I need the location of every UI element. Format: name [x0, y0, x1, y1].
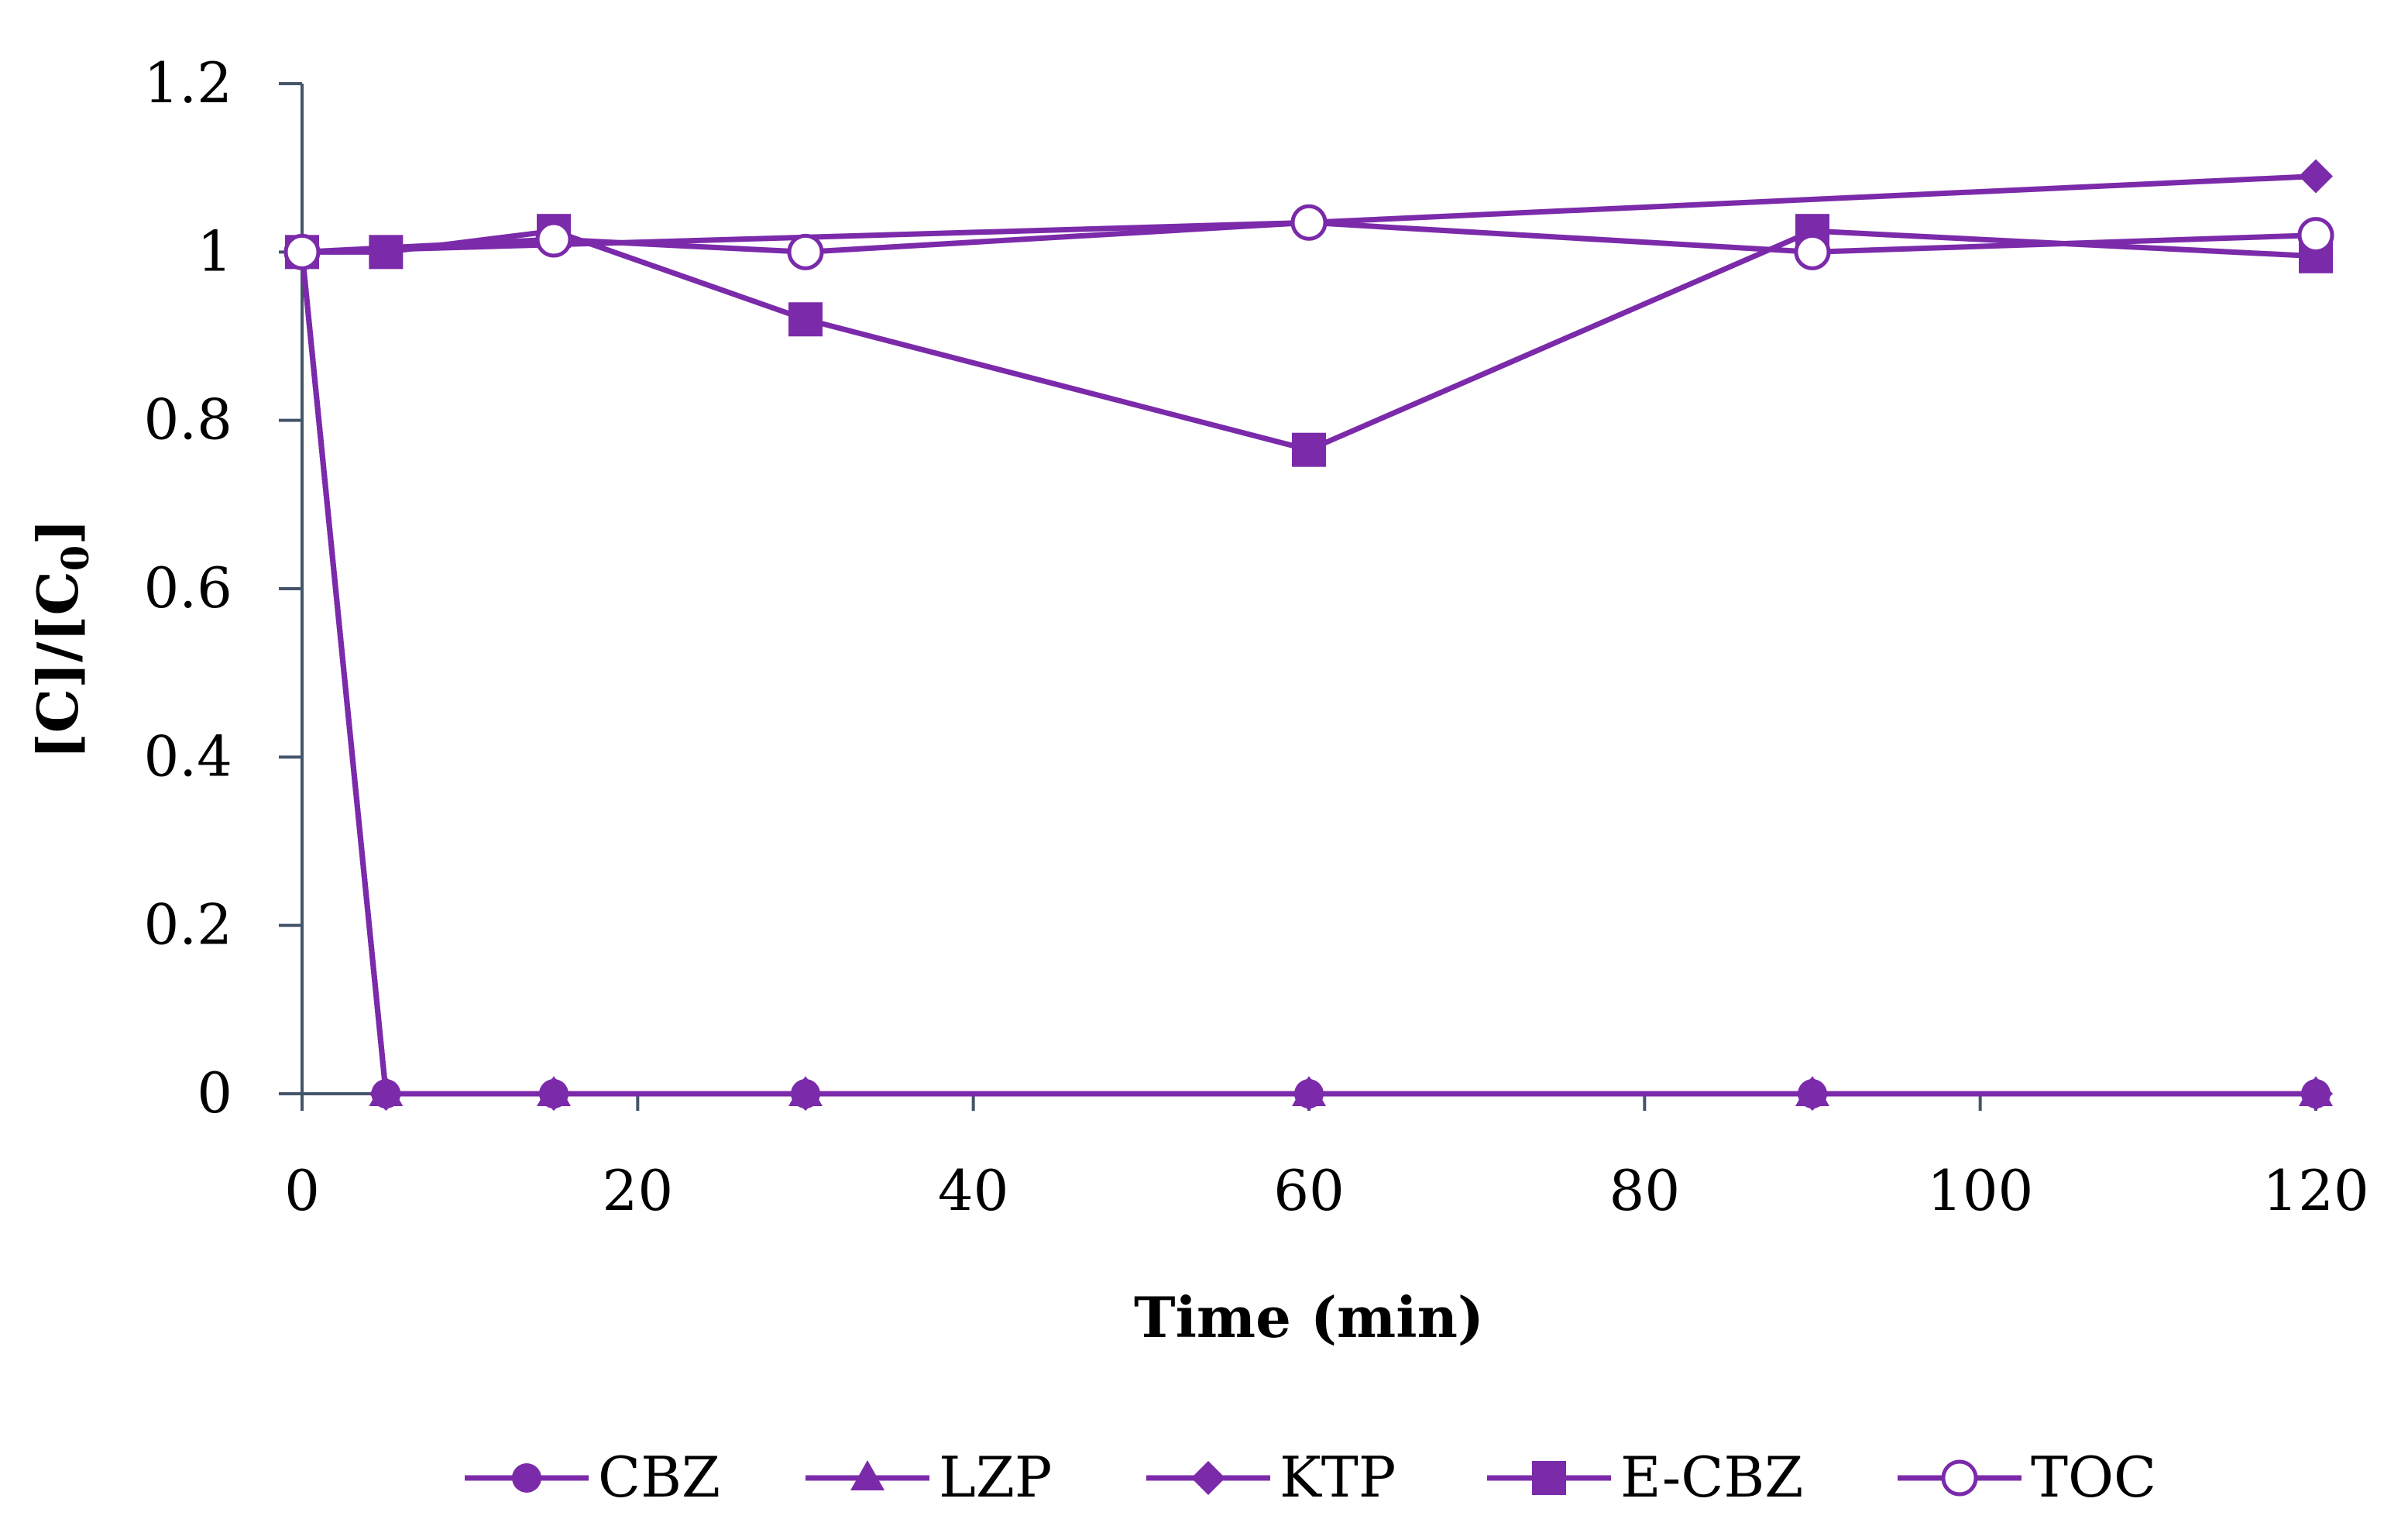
y-tick-label: 1.2 — [143, 50, 232, 115]
series-line-lzp — [299, 251, 2316, 1097]
y-axis-title-end: ] — [25, 519, 91, 545]
data-point-e-cbz — [1292, 432, 1326, 467]
series-line-e-cbz — [302, 228, 2317, 453]
x-tick-label: 100 — [1927, 1158, 2033, 1223]
legend-marker — [512, 1463, 541, 1493]
data-point-ktp-upper — [2299, 159, 2333, 194]
data-point-toc — [787, 233, 824, 270]
data-point-ktp — [1292, 1077, 1326, 1111]
legend: CBZ LZP KTP E-CBZ TOC — [465, 1445, 2156, 1510]
series-e-cbz — [285, 214, 2333, 467]
y-tick-label: 0.4 — [143, 723, 232, 789]
legend-label: E-CBZ — [1620, 1445, 1803, 1510]
y-axis-title: [C]/[C0] — [25, 519, 98, 760]
legend-label: KTP — [1280, 1445, 1396, 1510]
y-tick-label: 0 — [197, 1060, 232, 1126]
data-point-e-cbz — [788, 302, 823, 337]
series-line-cbz — [299, 251, 2316, 1097]
y-tick-label: 0.2 — [143, 892, 232, 957]
x-tick-label: 40 — [938, 1158, 1009, 1223]
data-point-ktp — [2299, 1077, 2333, 1111]
data-point-ktp — [1795, 1077, 1829, 1111]
series-layer — [283, 159, 2334, 1111]
legend-item-ktp: KTP — [1146, 1445, 1396, 1510]
legend-marker — [1532, 1461, 1566, 1495]
data-point-toc — [1290, 204, 1328, 241]
legend-item-cbz: CBZ — [465, 1445, 720, 1510]
data-point-toc — [2297, 217, 2334, 254]
legend-marker — [1191, 1461, 1225, 1495]
y-tick-label: 0.8 — [143, 387, 232, 452]
x-tick-label: 80 — [1609, 1158, 1681, 1223]
x-tick-label: 60 — [1273, 1158, 1345, 1223]
y-tick-label: 0.6 — [143, 555, 232, 620]
x-axis-title: Time (min) — [1134, 1284, 1484, 1350]
legend-marker — [850, 1460, 885, 1490]
legend-marker — [1941, 1459, 1978, 1497]
legend-label: TOC — [2031, 1445, 2156, 1510]
x-tick-label: 20 — [603, 1158, 674, 1223]
series-ktp — [285, 235, 2333, 1111]
data-point-toc — [535, 221, 572, 258]
data-point-toc — [283, 233, 321, 270]
y-axis-title-main: [C]/[C — [25, 571, 91, 759]
x-tick-label: 0 — [284, 1158, 320, 1223]
legend-label: LZP — [939, 1445, 1052, 1510]
data-point-ktp — [788, 1077, 823, 1111]
data-point-ktp — [537, 1077, 571, 1111]
legend-item-e-cbz: E-CBZ — [1487, 1445, 1803, 1510]
series-lzp — [285, 234, 2333, 1106]
series-line-ktp — [299, 251, 2316, 1097]
y-axis-title-subscript: 0 — [54, 545, 98, 571]
legend-item-lzp: LZP — [806, 1445, 1052, 1510]
legend-label: CBZ — [598, 1445, 720, 1510]
data-point-toc — [1794, 233, 1831, 270]
series-line-toc — [301, 219, 2317, 255]
data-point-ktp — [369, 1077, 404, 1111]
series-toc — [283, 204, 2334, 270]
legend-item-toc: TOC — [1898, 1445, 2156, 1510]
x-tick-label: 120 — [2262, 1158, 2368, 1223]
y-tick-label: 1 — [197, 218, 232, 284]
data-point-e-cbz — [369, 235, 404, 270]
series-cbz — [287, 237, 2331, 1108]
